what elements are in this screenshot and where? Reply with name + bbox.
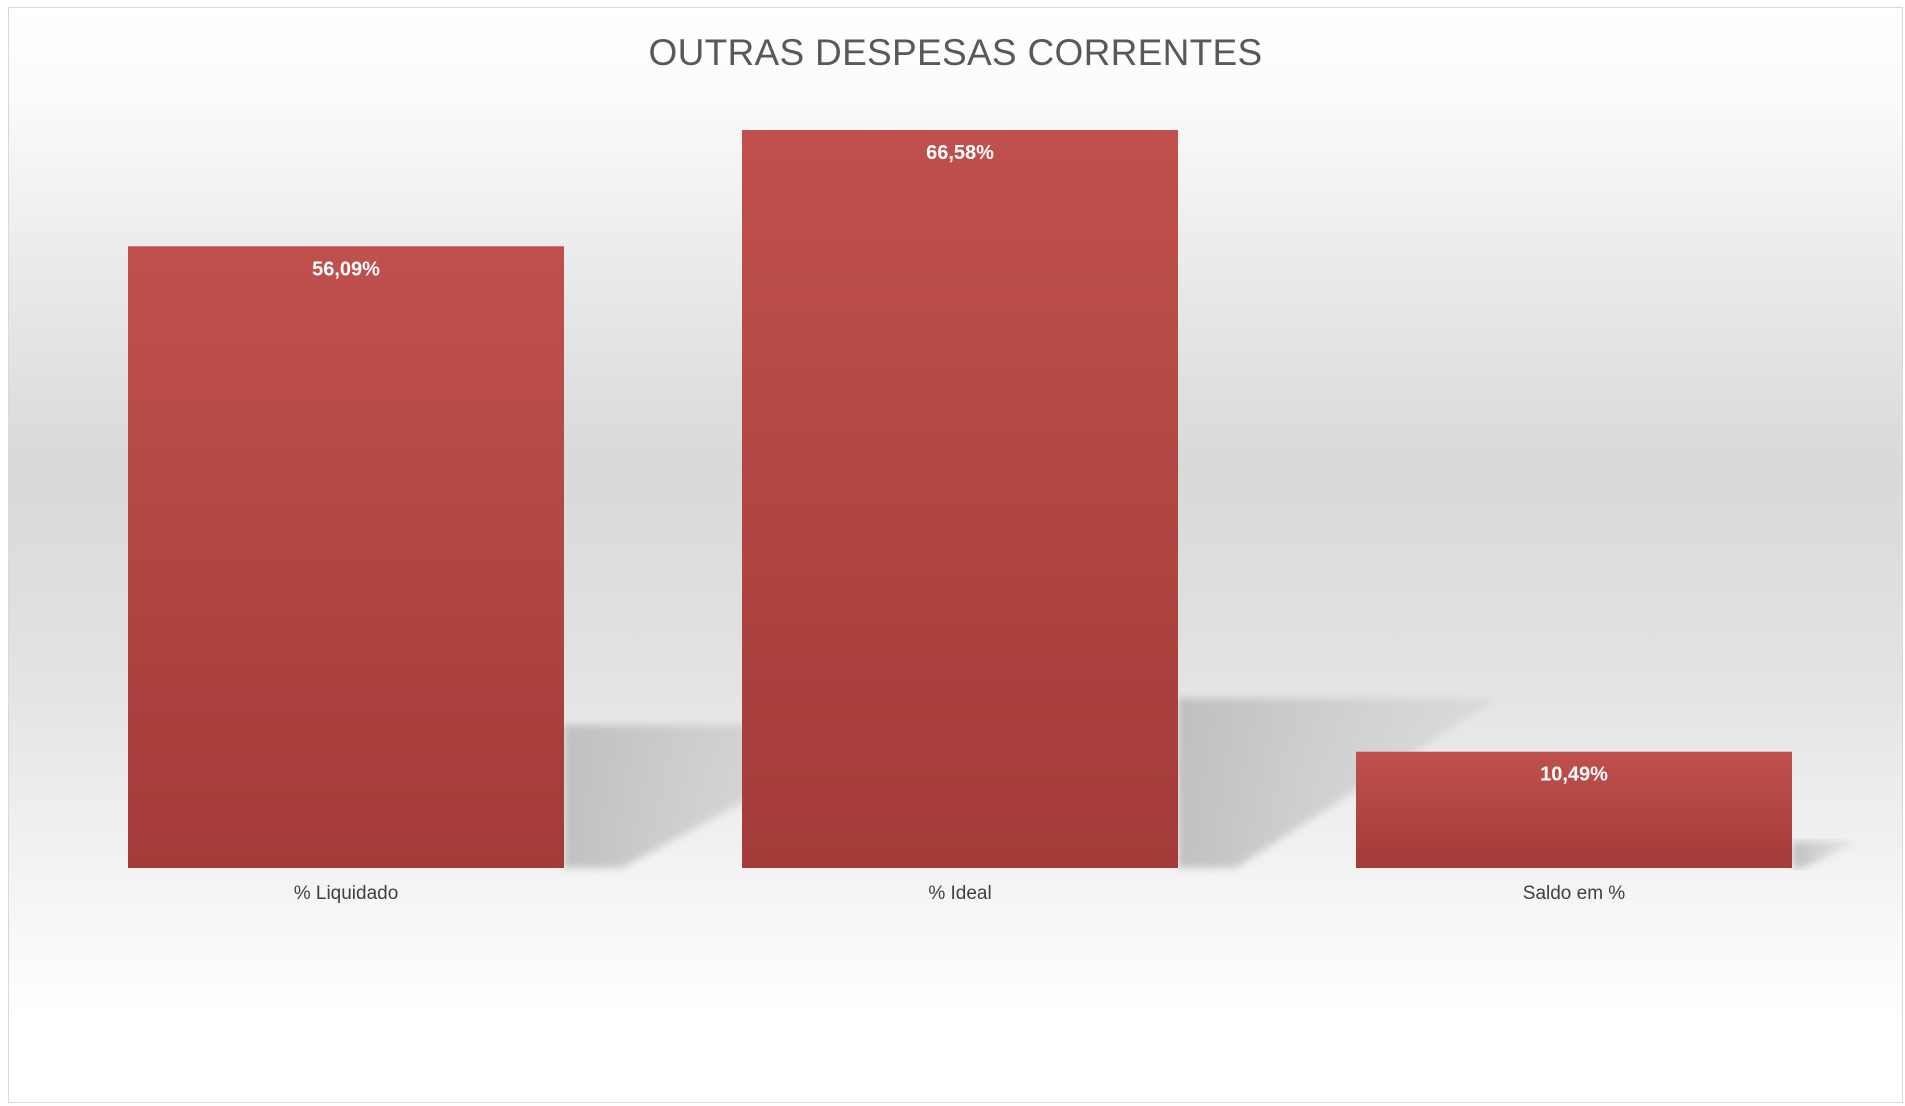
- bar-shadow: [1792, 841, 1856, 868]
- chart-area: OUTRAS DESPESAS CORRENTES 56,09% 66,58% 10…: [8, 7, 1903, 1103]
- data-label: 10,49%: [1540, 764, 1608, 786]
- bar-ideal: [742, 130, 1178, 868]
- category-label: % Liquidado: [294, 883, 399, 904]
- bar-saldo-em: [1356, 751, 1792, 868]
- chart-title: OUTRAS DESPESAS CORRENTES: [648, 32, 1263, 73]
- category-label: % Ideal: [928, 883, 991, 904]
- chart-plot: 56,09% 66,58% 10,49% % Liquidado % Ideal Sal…: [128, 130, 1856, 904]
- bar-liquidado: [128, 246, 564, 868]
- data-label: 66,58%: [926, 142, 994, 164]
- data-label: 56,09%: [312, 258, 380, 280]
- category-label: Saldo em %: [1523, 883, 1626, 904]
- bar-shadow: [1178, 698, 1498, 868]
